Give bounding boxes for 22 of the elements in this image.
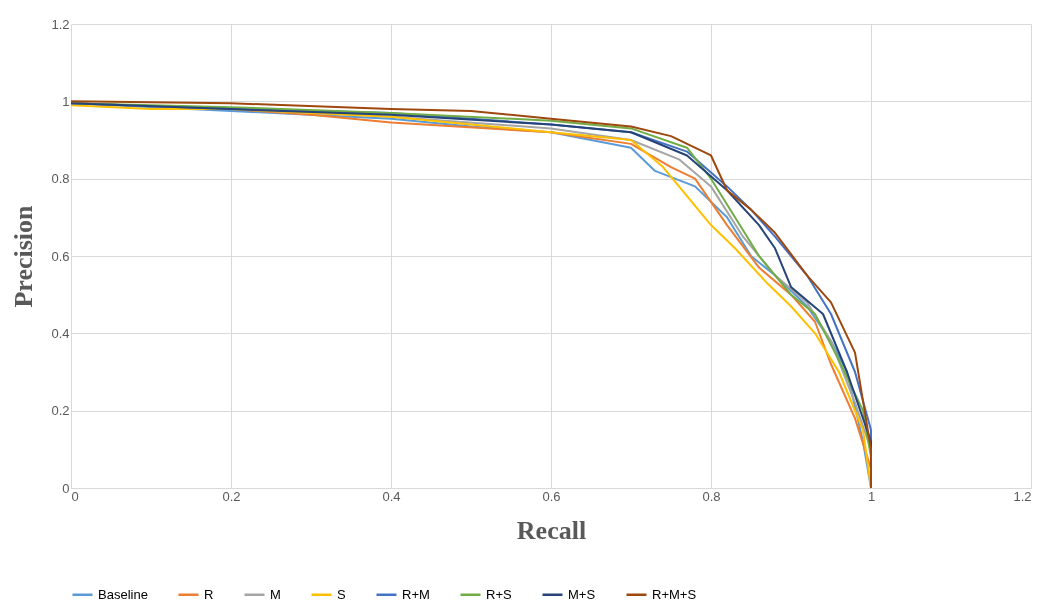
legend-label: R+S	[486, 586, 512, 602]
legend-label: S	[337, 586, 346, 602]
legend-label: R+M+S	[652, 586, 697, 602]
x-tick-label: 0.6	[542, 488, 561, 504]
y-tick-label: 1.2	[51, 16, 70, 32]
x-tick-label: 1.2	[1013, 488, 1032, 504]
legend-label: M+S	[568, 586, 596, 602]
x-tick-label: 0.8	[702, 488, 721, 504]
y-tick-label: 0.2	[51, 403, 70, 419]
y-tick-label: 0.6	[51, 248, 70, 264]
x-axis-title: Recall	[516, 515, 587, 545]
y-tick-label: 0.8	[51, 171, 70, 187]
legend-label: R	[204, 586, 214, 602]
legend-label: M	[270, 586, 281, 602]
legend-label: Baseline	[98, 586, 148, 602]
legend-label: R+M	[402, 586, 430, 602]
y-tick-label: 1	[62, 93, 70, 109]
x-tick-label: 0.2	[222, 488, 241, 504]
y-tick-label: 0.4	[51, 325, 70, 341]
y-axis-title: Precision	[9, 204, 39, 308]
x-tick-label: 1	[867, 488, 876, 504]
x-tick-label: 0.4	[382, 488, 401, 504]
